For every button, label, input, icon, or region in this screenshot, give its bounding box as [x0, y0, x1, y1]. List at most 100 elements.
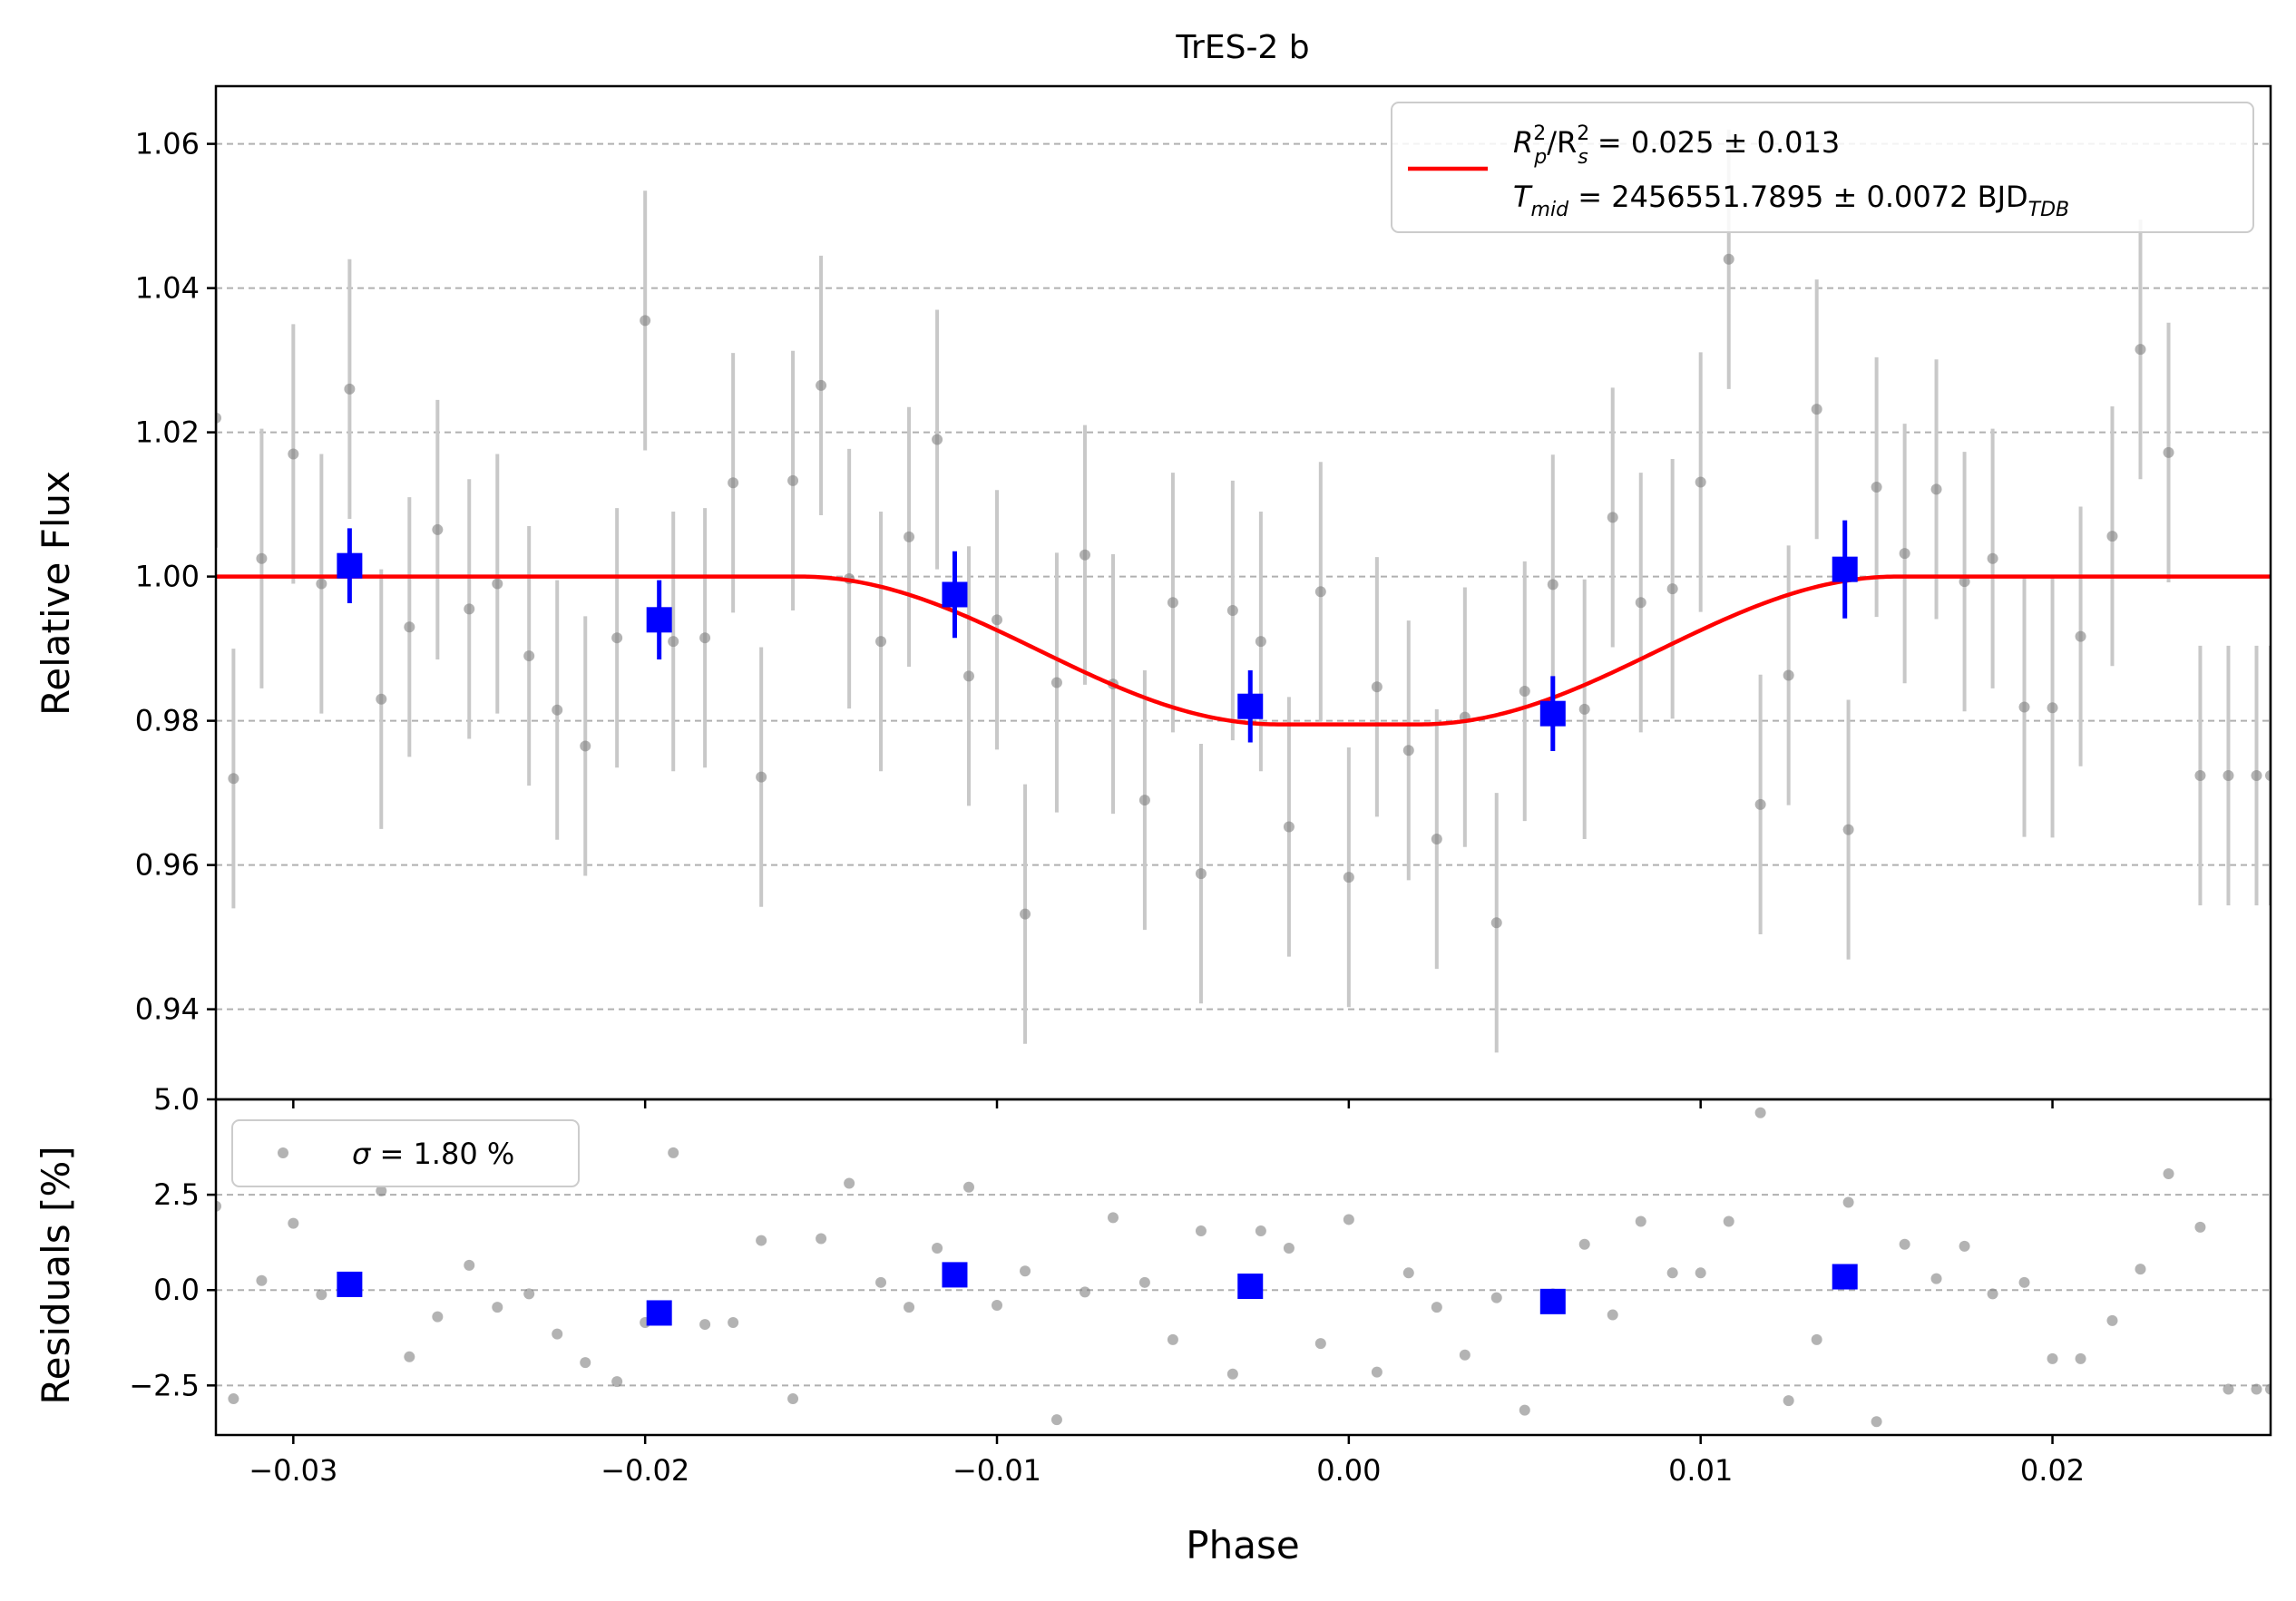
residual-data-point: [756, 1235, 767, 1246]
residual-data-point: [1107, 1212, 1119, 1224]
bottom-y-tick-label: −2.5: [129, 1368, 200, 1402]
x-tick-label: 0.00: [1316, 1453, 1381, 1488]
raw-data-point: [668, 636, 679, 648]
binned-residual-point: [1539, 1288, 1566, 1314]
raw-data-point: [1519, 686, 1530, 698]
raw-data-point: [376, 693, 387, 705]
raw-data-point: [932, 434, 943, 445]
raw-data-point: [756, 771, 767, 783]
raw-data-point: [2018, 701, 2030, 713]
legend-rs-sub: s: [1578, 146, 1588, 169]
residual-data-point: [1930, 1273, 1942, 1284]
residual-data-point: [2194, 1221, 2206, 1233]
residual-data-point: [1343, 1214, 1354, 1225]
residual-data-point: [932, 1242, 943, 1254]
raw-data-point: [699, 632, 711, 644]
raw-data-point: [2194, 770, 2206, 782]
raw-data-point: [1255, 636, 1266, 648]
binned-residual-point: [337, 1271, 363, 1297]
residual-data-point: [1371, 1366, 1382, 1378]
residual-data-point: [523, 1288, 535, 1300]
raw-data-point: [1811, 404, 1822, 415]
raw-data-point: [1723, 253, 1734, 265]
bottom-y-tick-label: 5.0: [153, 1082, 200, 1117]
raw-data-point: [611, 632, 623, 644]
residual-data-point: [1431, 1302, 1442, 1313]
binned-data-point: [337, 552, 363, 579]
top-y-tick-label: 0.94: [135, 992, 200, 1027]
legend-sigma-text: σ = 1.80 %: [352, 1137, 514, 1171]
top-y-tick-label: 1.00: [135, 560, 200, 594]
raw-data-point: [1754, 798, 1766, 810]
residual-data-point: [2018, 1276, 2030, 1288]
raw-data-point: [1431, 833, 1442, 844]
residual-data-point: [228, 1393, 239, 1405]
residual-data-point: [1607, 1309, 1618, 1321]
residual-data-point: [1578, 1238, 1590, 1250]
residual-data-point: [1959, 1240, 1970, 1252]
raw-data-point: [1607, 512, 1618, 523]
residual-data-point: [787, 1393, 799, 1405]
residual-data-point: [2223, 1383, 2234, 1395]
transit-model-curve: [216, 574, 2271, 727]
residual-data-point: [216, 1200, 221, 1212]
residual-data-point: [1987, 1288, 1998, 1300]
binned-residual-point: [1832, 1264, 1858, 1290]
raw-data-point: [1283, 821, 1295, 833]
residual-data-point: [875, 1276, 887, 1288]
raw-data-point: [1871, 482, 1882, 493]
legend-rp-sub: p: [1533, 146, 1547, 169]
top-y-tick-label: 1.02: [135, 415, 200, 450]
raw-data-point: [1167, 597, 1178, 609]
raw-data-point: [1987, 552, 1998, 564]
raw-data-point: [1930, 483, 1942, 495]
raw-data-point: [992, 614, 1003, 626]
raw-data-point: [1138, 795, 1150, 806]
raw-data-point: [288, 448, 299, 460]
legend-sigma-value: = 1.80 %: [370, 1137, 514, 1171]
residual-data-point: [844, 1177, 855, 1189]
raw-data-point: [2163, 446, 2174, 458]
raw-data-point: [404, 621, 415, 633]
residual-data-point: [2265, 1383, 2271, 1395]
raw-data-point: [1226, 604, 1238, 616]
residual-data-point: [1050, 1414, 1062, 1426]
residual-data-point: [611, 1376, 623, 1388]
legend-rs-sup: 2: [1577, 122, 1589, 145]
top-y-tick-label: 1.04: [135, 271, 200, 306]
raw-data-point: [1842, 824, 1854, 835]
binned-data-point: [942, 581, 968, 608]
legend-tmid-text: Tmid = 2456551.7895 ± 0.0072 BJDTDB: [1513, 180, 2069, 221]
residual-data-point: [1167, 1333, 1178, 1345]
raw-data-point: [640, 315, 651, 327]
residual-data-point: [1842, 1196, 1854, 1208]
residual-data-point: [552, 1328, 563, 1340]
residual-data-point: [1490, 1292, 1502, 1303]
residual-data-point: [316, 1289, 327, 1301]
binned-data-point: [1832, 556, 1858, 582]
x-tick-label: 0.01: [1668, 1453, 1733, 1488]
raw-data-point: [1899, 548, 1910, 560]
raw-data-point: [2106, 531, 2118, 542]
residual-data-point: [1695, 1267, 1706, 1279]
residual-data-point: [699, 1319, 711, 1331]
residual-data-point: [1226, 1368, 1238, 1380]
residual-data-point: [256, 1274, 268, 1286]
legend-rp-sup: 2: [1533, 122, 1546, 145]
residual-data-point: [1402, 1267, 1414, 1279]
legend-t-symbol: T: [1513, 180, 1533, 214]
raw-data-point: [580, 740, 591, 752]
raw-data-point: [1314, 586, 1326, 598]
residual-data-point: [1138, 1276, 1150, 1288]
legend-depth-value: = 0.025 ± 0.013: [1588, 125, 1841, 160]
chart-title: TrES-2 b: [1175, 29, 1309, 66]
residual-data-point: [1899, 1238, 1910, 1250]
raw-data-point: [1635, 597, 1646, 609]
residual-data-point: [668, 1147, 679, 1158]
raw-data-point: [1402, 745, 1414, 757]
residual-data-point: [2075, 1352, 2086, 1364]
legend-rp-symbol: R: [1513, 125, 1533, 160]
raw-data-point: [316, 578, 327, 590]
raw-data-point: [1959, 576, 1970, 588]
